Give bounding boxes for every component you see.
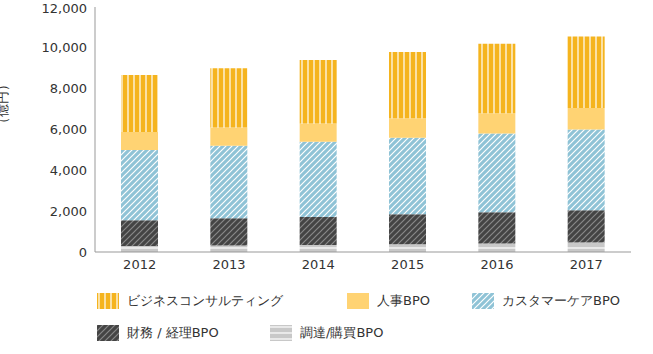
svg-text:8,000: 8,000 xyxy=(50,81,87,96)
svg-text:2015: 2015 xyxy=(391,257,424,272)
svg-text:2013: 2013 xyxy=(212,257,245,272)
svg-text:（億円）: （億円） xyxy=(8,78,10,130)
svg-text:2014: 2014 xyxy=(302,257,335,272)
svg-text:0: 0 xyxy=(79,245,87,260)
svg-text:2,000: 2,000 xyxy=(50,204,87,219)
svg-text:6,000: 6,000 xyxy=(50,122,87,137)
html-text:カスタマーケアBPO: カスタマーケアBPO xyxy=(502,293,620,308)
svg-text:10,000: 10,000 xyxy=(42,40,88,55)
html-text:調達/購買BPO: 調達/購買BPO xyxy=(300,325,384,340)
svg-text:2017: 2017 xyxy=(570,257,603,272)
html-text:財務 / 経理BPO: 財務 / 経理BPO xyxy=(127,325,219,340)
svg-text:2016: 2016 xyxy=(480,257,513,272)
html-text:ビジネスコンサルティング: ビジネスコンサルティング xyxy=(127,293,283,308)
html-text:人事BPO: 人事BPO xyxy=(377,293,430,308)
svg-text:12,000: 12,000 xyxy=(42,1,88,16)
svg-text:4,000: 4,000 xyxy=(50,163,87,178)
svg-text:2012: 2012 xyxy=(123,257,156,272)
